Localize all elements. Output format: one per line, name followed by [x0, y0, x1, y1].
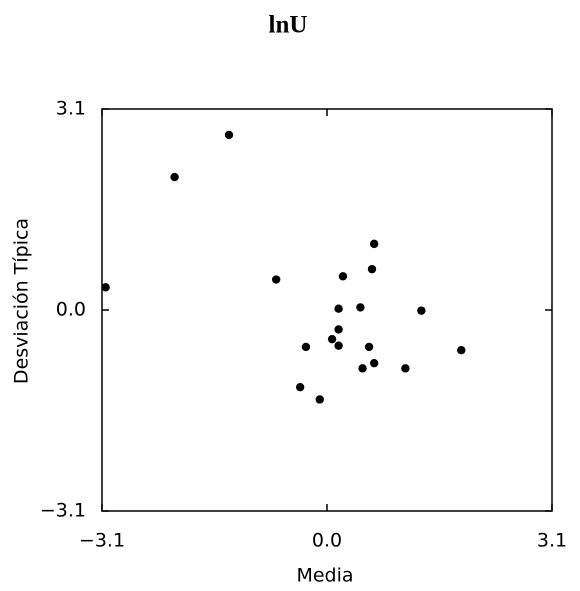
data-point	[369, 239, 379, 249]
plot-area-frame	[101, 108, 553, 512]
y-axis-label: Desviación Típica	[11, 218, 33, 384]
tick-labels: −3.1 0.0 3.1 −3.1 0.0 3.1	[40, 98, 567, 552]
data-point	[369, 358, 379, 368]
x-axis-label: Media	[296, 565, 353, 587]
data-point	[295, 382, 305, 392]
data-point	[417, 306, 426, 315]
y-tick-label: 0.0	[56, 299, 86, 321]
x-tick-label: 3.1	[537, 530, 567, 552]
data-point	[301, 342, 311, 352]
data-point	[327, 334, 337, 344]
data-point	[334, 341, 343, 350]
x-tick-label: −3.1	[79, 530, 125, 552]
data-point	[356, 303, 365, 312]
chart-title: lnU	[269, 12, 308, 39]
data-point	[101, 283, 110, 292]
x-tick-label: 0.0	[312, 530, 342, 552]
data-point	[315, 395, 324, 404]
axis-ticks	[101, 108, 553, 512]
data-point	[271, 275, 281, 284]
data-point	[401, 364, 410, 373]
data-point	[334, 325, 343, 334]
data-point	[367, 264, 377, 274]
data-point	[457, 346, 466, 355]
data-point	[358, 364, 367, 373]
y-tick-label: −3.1	[40, 500, 86, 522]
data-points	[101, 130, 466, 404]
data-point	[170, 172, 179, 182]
y-tick-label: 3.1	[56, 98, 86, 120]
data-point	[224, 130, 234, 140]
data-point	[334, 304, 343, 313]
data-point	[364, 342, 374, 352]
data-point	[338, 272, 348, 281]
